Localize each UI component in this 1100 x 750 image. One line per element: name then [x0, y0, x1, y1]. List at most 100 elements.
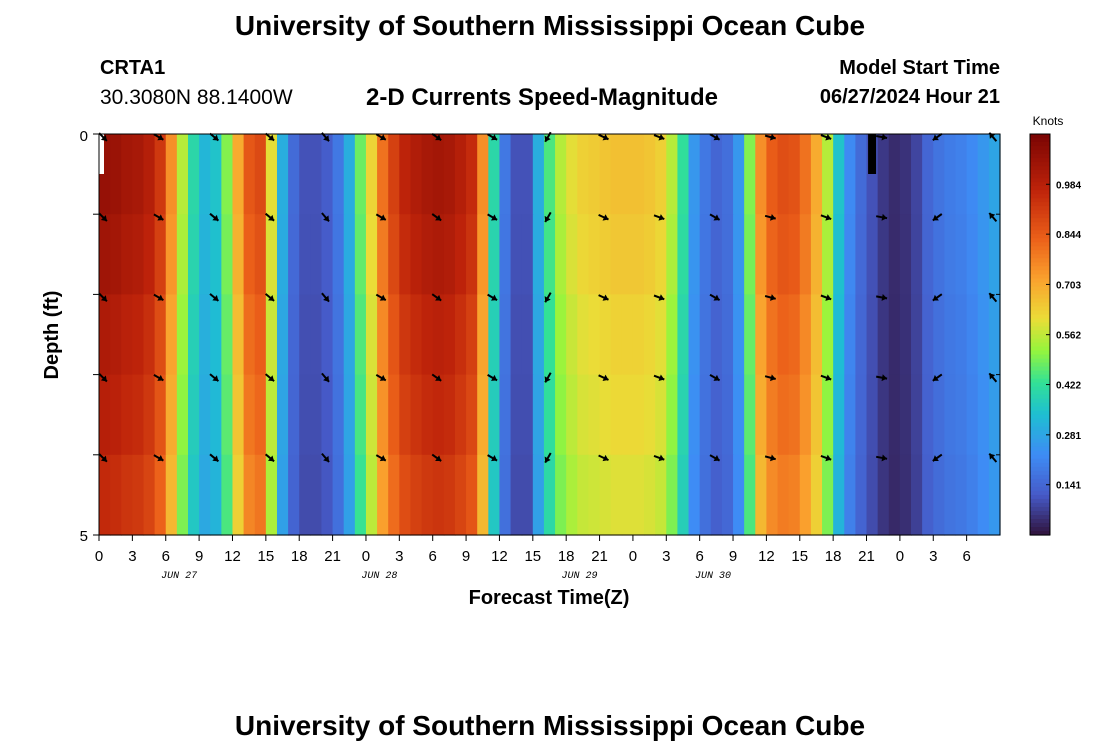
vector-head [602, 134, 609, 141]
vector-arrow [375, 454, 387, 462]
colorbar-segment [1030, 266, 1050, 271]
vector-arrow [598, 454, 609, 462]
heatmap-cell [822, 374, 834, 456]
colorbar-tick-label: 0.141 [1056, 481, 1081, 492]
heatmap-cell [799, 454, 812, 536]
vector-head [435, 294, 442, 301]
heatmap-cell [154, 294, 167, 376]
heatmap-cell [254, 214, 267, 295]
vector-head [100, 215, 107, 222]
heatmap-cell [922, 214, 934, 295]
heatmap-cell [744, 374, 756, 456]
vector-head [769, 454, 776, 462]
heatmap-cell [265, 294, 278, 376]
vector-arrow [653, 294, 665, 301]
vector-head [157, 214, 164, 221]
heatmap-cell [532, 134, 545, 215]
x-tick-label: 12 [224, 548, 241, 565]
heatmap-cell [365, 134, 378, 215]
colorbar-segment [1030, 298, 1050, 304]
heatmap-cell [288, 214, 300, 295]
colorbar-segment [1030, 234, 1050, 239]
heatmap-cell [310, 294, 323, 376]
heatmap-cell [855, 134, 868, 215]
colorbar-segment [1030, 338, 1050, 344]
heatmap-cell [187, 374, 200, 456]
heatmap-cell [499, 454, 512, 536]
colorbar-segment [1030, 370, 1050, 376]
heatmap-cell [143, 374, 156, 456]
x-tick-label: 0 [896, 548, 904, 565]
vector-head [100, 134, 107, 141]
colorbar-segment [1030, 402, 1050, 408]
colorbar-tick-label: 0.562 [1056, 331, 1081, 342]
station-coordinates: 30.3080N 88.1400W [100, 86, 293, 109]
heatmap-cell [187, 214, 200, 295]
colorbar-segment [1030, 318, 1050, 324]
vector-head [713, 214, 720, 221]
heatmap-cell [933, 294, 945, 376]
heatmap-cell [543, 454, 556, 536]
colorbar-segment [1030, 310, 1050, 316]
colorbar-tick-label: 0.422 [1056, 381, 1081, 392]
heatmap-cell [766, 374, 779, 456]
heatmap-cell [332, 454, 345, 536]
x-tick-label: 3 [662, 548, 670, 565]
colorbar-segment [1030, 490, 1050, 496]
vector-arrow [544, 372, 552, 383]
heatmap-cell [199, 454, 211, 536]
vector-arrow [487, 454, 498, 462]
heatmap-cell [944, 374, 957, 456]
heatmap-cell [477, 294, 489, 376]
heatmap-cell [454, 294, 467, 376]
vector-arrow [98, 453, 108, 463]
heatmap-cell [377, 134, 389, 215]
heatmap-cell [232, 454, 245, 536]
vector-arrow [709, 293, 721, 301]
colorbar-segment [1030, 322, 1050, 328]
y-tick-label-0: 0 [80, 128, 88, 145]
y-axis-label: Depth (ft) [41, 291, 63, 380]
vector-arrow [321, 452, 330, 463]
heatmap-cell [210, 214, 222, 295]
heatmap-cell [121, 294, 133, 376]
x-tick-label: 15 [258, 548, 275, 565]
heatmap-cell [543, 374, 556, 456]
heatmap-cell [699, 134, 712, 215]
heatmap-cell [454, 214, 467, 295]
heatmap-cell [99, 294, 111, 376]
vector-head [602, 374, 609, 381]
colorbar-segment [1030, 522, 1050, 528]
vector-head [932, 214, 939, 221]
heatmap-cell [121, 214, 133, 295]
heatmap-cell [621, 374, 634, 456]
heatmap-cell [566, 134, 578, 215]
heatmap-cell [655, 134, 667, 215]
vector-head [544, 456, 551, 463]
heatmap-cell [577, 134, 590, 215]
heatmap-cell [121, 374, 133, 456]
vector-arrow [98, 212, 108, 222]
heatmap-cell [543, 214, 556, 295]
heatmap-cell [276, 294, 289, 376]
colorbar-segment [1030, 182, 1050, 187]
start-marker [99, 134, 104, 174]
heatmap-cell [499, 374, 512, 456]
x-tick-label: 3 [128, 548, 136, 565]
heatmap-cell [699, 214, 712, 295]
vector-arrow [264, 212, 275, 222]
heatmap-cell [955, 134, 968, 215]
vector-head [658, 294, 665, 301]
vector-head [881, 213, 888, 221]
heatmap-cell [110, 454, 122, 536]
heatmap-cell [221, 214, 234, 295]
colorbar-segment [1030, 278, 1050, 283]
vector-arrow [209, 373, 220, 382]
heatmap-cell [955, 374, 968, 456]
heatmap-cell [388, 454, 400, 536]
colorbar-segment [1030, 494, 1050, 500]
heatmap-cell [799, 374, 812, 456]
vector-arrow [209, 132, 220, 142]
colorbar-segment [1030, 306, 1050, 312]
heatmap-cell [721, 294, 734, 376]
